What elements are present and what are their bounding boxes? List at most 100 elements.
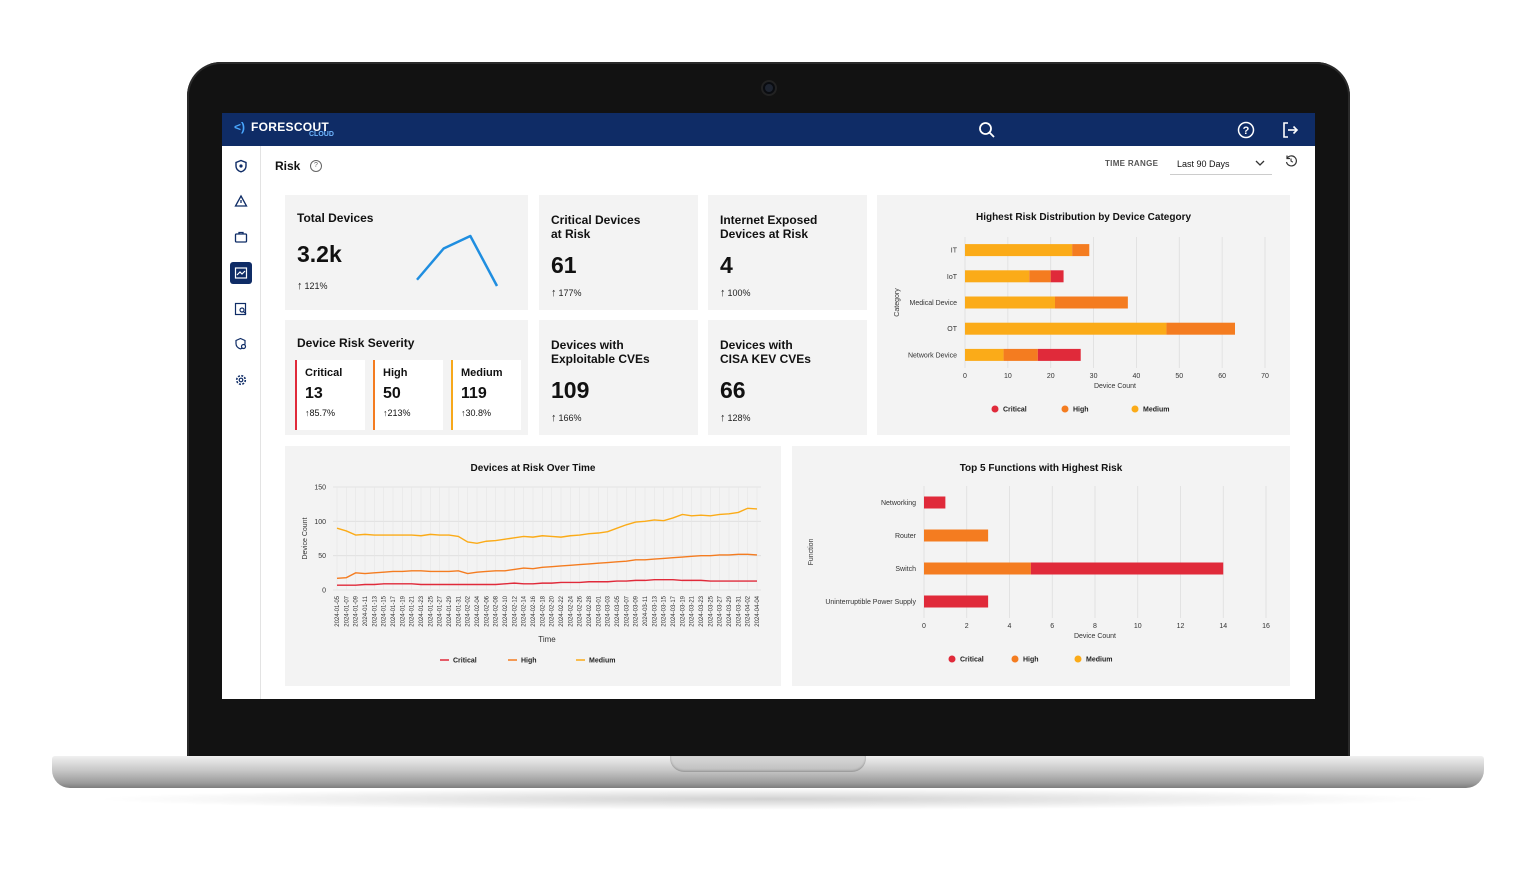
risk-by-category-card[interactable]: Highest Risk Distribution by Device Cate… xyxy=(877,195,1290,435)
alert-triangle-icon[interactable] xyxy=(230,190,252,212)
y-tick-label: Uninterruptible Power Supply xyxy=(825,599,916,606)
legend-label: High xyxy=(1073,407,1089,414)
delta-value: 121% xyxy=(304,281,328,291)
delta-value: 30.8% xyxy=(465,408,492,418)
risk-over-time-card[interactable]: Devices at Risk Over Time 0 50 100 150 2024-… xyxy=(285,446,781,686)
legend-marker-high xyxy=(1011,655,1019,663)
arrow-up-icon: ↑ xyxy=(461,408,466,418)
device-risk-severity-card[interactable]: Device Risk Severity Critical 13 ↑85.7% … xyxy=(285,320,528,435)
y-tick-label: 100 xyxy=(314,519,326,526)
arrow-up-icon: ↑ xyxy=(720,287,726,299)
x-tick-label: 2 xyxy=(965,623,969,630)
total-devices-card[interactable]: Total Devices 3.2k ↑ 121% xyxy=(285,195,528,310)
card-title: Critical Devices at Risk xyxy=(551,213,640,241)
bar-high xyxy=(1166,322,1235,335)
x-axis-label: Time xyxy=(538,635,556,644)
x-tick-label: 6 xyxy=(1050,623,1054,630)
laptop-shadow xyxy=(90,788,1446,810)
report-search-icon[interactable] xyxy=(230,298,252,320)
bar-medium xyxy=(965,244,1073,257)
chart-title: Top 5 Functions with Highest Risk xyxy=(959,463,1123,474)
exploitable-cves-card[interactable]: Devices with Exploitable CVEs 109 ↑ 166% xyxy=(539,320,698,435)
delta: ↑ 100% xyxy=(720,287,751,299)
cisa-kev-card[interactable]: Devices with CISA KEV CVEs 66 ↑ 128% xyxy=(708,320,867,435)
search-icon[interactable] xyxy=(977,120,997,140)
gear-icon[interactable] xyxy=(230,369,252,391)
x-tick-label: 4 xyxy=(1008,623,1012,630)
x-tick-label: 2024-03-31 xyxy=(736,595,742,626)
y-tick-label: OT xyxy=(947,326,957,333)
briefcase-icon[interactable] xyxy=(230,226,252,248)
help-icon[interactable]: ? xyxy=(310,160,322,172)
delta: ↑ 166% xyxy=(551,412,582,424)
help-circle-icon[interactable]: ? xyxy=(1236,120,1256,140)
bar-medium xyxy=(965,296,1055,309)
severity-value: 50 xyxy=(383,385,401,402)
x-tick-label: 2024-03-23 xyxy=(699,595,705,626)
x-tick-label: 2024-03-03 xyxy=(606,595,612,626)
bar-high xyxy=(1055,296,1128,309)
severity-value: 119 xyxy=(461,385,487,402)
legend-label: Medium xyxy=(589,658,615,665)
shield-search-icon[interactable] xyxy=(230,333,252,355)
bar-critical xyxy=(1037,348,1081,361)
x-tick-label: 2024-03-11 xyxy=(643,595,649,626)
x-tick-label: 2024-02-20 xyxy=(550,595,556,626)
chart-icon[interactable] xyxy=(230,262,252,284)
title-line-1: Devices with xyxy=(551,338,624,352)
x-tick-label: 2024-01-09 xyxy=(354,595,360,626)
x-tick-label: 20 xyxy=(1047,373,1055,380)
x-tick-label: 2024-01-19 xyxy=(400,595,406,626)
x-tick-label: 2024-03-17 xyxy=(671,595,677,626)
x-tick-label: 30 xyxy=(1090,373,1098,380)
x-tick-label: 2024-01-27 xyxy=(438,595,444,626)
delta: ↑213% xyxy=(383,408,411,418)
x-tick-label: 12 xyxy=(1177,623,1185,630)
delta-value: 213% xyxy=(387,408,411,418)
page-title: Risk xyxy=(275,159,301,173)
time-range-select[interactable]: Last 90 Days xyxy=(1170,153,1272,175)
title-line-2: CISA KEV CVEs xyxy=(720,352,811,366)
x-tick-label: 2024-01-17 xyxy=(391,595,397,626)
shield-icon[interactable] xyxy=(230,155,252,177)
top-functions-card[interactable]: Top 5 Functions with Highest Risk 0 2 4 6 8 1… xyxy=(792,446,1290,686)
severity-critical[interactable]: Critical 13 ↑85.7% xyxy=(295,360,365,430)
x-tick-label: 2024-02-10 xyxy=(503,595,509,626)
bar-medium xyxy=(965,348,1004,361)
x-tick-label: 60 xyxy=(1218,373,1226,380)
severity-high[interactable]: High 50 ↑213% xyxy=(373,360,443,430)
delta-value: 128% xyxy=(727,413,751,423)
time-range-label: TIME RANGE xyxy=(1105,159,1159,168)
legend-marker-critical xyxy=(948,655,956,663)
x-tick-label: 2024-02-04 xyxy=(475,595,481,626)
x-tick-label: 0 xyxy=(922,623,926,630)
x-tick-label: 2024-03-13 xyxy=(652,595,658,626)
chart-title: Highest Risk Distribution by Device Cate… xyxy=(975,212,1192,223)
critical-devices-card[interactable]: Critical Devices at Risk 61 ↑ 177% xyxy=(539,195,698,310)
legend-label: Critical xyxy=(960,657,984,664)
x-tick-label: 10 xyxy=(1134,623,1142,630)
y-tick-label: 150 xyxy=(314,485,326,492)
x-tick-label: 2024-01-13 xyxy=(372,595,378,626)
severity-medium[interactable]: Medium 119 ↑30.8% xyxy=(451,360,521,430)
time-range-value: Last 90 Days xyxy=(1177,159,1230,169)
x-tick-label: 2024-01-15 xyxy=(382,595,388,626)
logout-icon[interactable] xyxy=(1280,120,1300,140)
legend-label: Critical xyxy=(453,658,477,665)
arrow-up-icon: ↑ xyxy=(305,408,310,418)
bar-medium xyxy=(965,322,1167,335)
internet-exposed-card[interactable]: Internet Exposed Devices at Risk 4 ↑ 100% xyxy=(708,195,867,310)
exploitable-cves-value: 109 xyxy=(551,377,590,403)
bar-critical xyxy=(1050,270,1064,283)
svg-text:?: ? xyxy=(1243,125,1250,137)
bar-critical xyxy=(924,496,946,509)
bar-high xyxy=(924,562,1031,575)
x-tick-label: 2024-03-15 xyxy=(662,595,668,626)
reset-icon[interactable] xyxy=(1284,154,1298,168)
series-line-high xyxy=(336,553,758,580)
x-tick-label: 2024-03-09 xyxy=(634,595,640,626)
app-screen: <) FORESCOUT CLOUD ? xyxy=(222,113,1315,699)
sidebar xyxy=(222,146,261,699)
x-tick-label: 2024-03-29 xyxy=(727,595,733,626)
